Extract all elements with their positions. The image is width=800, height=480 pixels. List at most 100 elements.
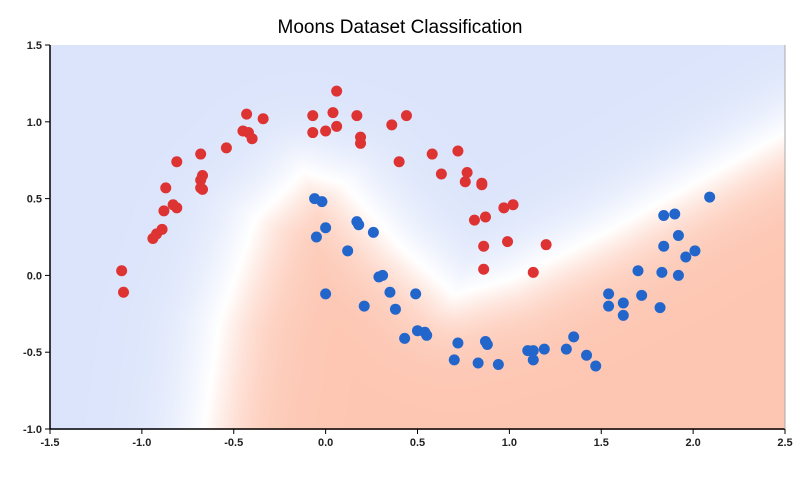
- data-point-class-1: [410, 288, 422, 300]
- data-point-class-1: [617, 297, 629, 309]
- data-point-class-1: [452, 337, 464, 349]
- data-point-class-1: [568, 331, 580, 343]
- data-point-class-0: [307, 127, 319, 139]
- data-point-class-0: [507, 199, 519, 211]
- data-point-class-1: [448, 354, 460, 366]
- data-point-class-0: [160, 182, 172, 194]
- x-tick-label: 2.5: [777, 437, 792, 449]
- data-point-class-1: [384, 286, 396, 298]
- data-point-class-1: [632, 265, 644, 277]
- data-point-class-1: [538, 343, 550, 355]
- data-point-class-0: [331, 120, 343, 132]
- data-point-class-0: [156, 223, 168, 235]
- data-point-class-1: [342, 245, 354, 257]
- data-point-class-0: [355, 137, 367, 149]
- data-point-class-1: [399, 332, 411, 344]
- data-point-class-1: [527, 354, 539, 366]
- data-point-class-0: [307, 110, 319, 122]
- data-point-class-0: [327, 107, 339, 119]
- data-point-class-0: [320, 125, 332, 137]
- data-point-class-0: [452, 145, 464, 157]
- data-point-class-0: [246, 133, 258, 145]
- data-point-class-0: [502, 236, 514, 248]
- data-point-class-1: [603, 288, 615, 300]
- decision-region-background: [50, 45, 785, 430]
- data-point-class-1: [320, 288, 332, 300]
- data-point-class-1: [492, 358, 504, 370]
- data-point-class-1: [654, 302, 666, 314]
- y-tick-label: 0.0: [27, 270, 42, 282]
- x-tick-label: -0.5: [224, 437, 243, 449]
- x-tick-label: 2.0: [685, 437, 700, 449]
- data-point-class-0: [386, 119, 398, 131]
- data-point-class-0: [351, 110, 363, 122]
- data-point-class-0: [478, 240, 490, 252]
- data-point-class-1: [590, 360, 602, 372]
- data-point-class-0: [171, 156, 183, 168]
- data-point-class-1: [603, 300, 615, 312]
- data-point-class-0: [498, 202, 510, 214]
- data-point-class-1: [581, 349, 593, 361]
- data-point-class-0: [426, 148, 438, 160]
- data-point-class-1: [658, 209, 670, 221]
- data-point-class-0: [116, 265, 128, 277]
- x-tick-label: -1.0: [132, 437, 151, 449]
- data-point-class-0: [257, 113, 269, 125]
- x-tick-label: -1.5: [41, 437, 60, 449]
- data-point-class-0: [435, 168, 447, 180]
- data-point-class-0: [461, 166, 473, 178]
- x-tick-label: 0.5: [410, 437, 425, 449]
- data-point-class-1: [669, 208, 681, 220]
- data-point-class-1: [636, 289, 648, 301]
- data-point-class-1: [353, 219, 365, 231]
- data-point-class-0: [540, 239, 552, 251]
- data-point-class-0: [197, 170, 209, 182]
- data-point-class-1: [656, 266, 668, 278]
- data-point-class-1: [617, 309, 629, 321]
- data-point-class-0: [118, 286, 129, 298]
- data-point-class-1: [658, 240, 670, 252]
- data-point-class-0: [195, 148, 207, 160]
- data-point-class-1: [367, 226, 379, 238]
- data-point-class-0: [171, 202, 183, 214]
- y-tick-label: -1.0: [23, 424, 42, 436]
- data-point-class-0: [476, 179, 488, 191]
- data-point-class-1: [689, 245, 701, 257]
- data-point-class-0: [241, 108, 253, 120]
- data-point-class-1: [389, 303, 401, 315]
- data-point-class-0: [400, 110, 412, 122]
- data-point-class-1: [472, 357, 484, 369]
- data-point-class-1: [358, 300, 370, 312]
- data-point-class-0: [478, 263, 490, 275]
- data-point-class-0: [158, 205, 170, 217]
- y-tick-label: 0.5: [27, 194, 42, 206]
- data-point-class-1: [310, 231, 322, 243]
- data-point-class-1: [320, 222, 332, 234]
- data-point-class-1: [421, 329, 433, 341]
- chart-title: Moons Dataset Classification: [277, 17, 523, 38]
- data-point-class-1: [680, 251, 692, 263]
- data-point-class-1: [316, 196, 328, 208]
- data-point-class-0: [220, 142, 232, 154]
- data-point-class-1: [672, 229, 684, 241]
- data-point-class-0: [331, 85, 343, 97]
- data-point-class-0: [468, 214, 480, 226]
- data-point-class-0: [479, 211, 491, 223]
- data-point-class-1: [704, 191, 716, 203]
- data-point-class-1: [560, 343, 572, 355]
- x-tick-label: 0.0: [318, 437, 333, 449]
- x-tick-label: 1.0: [502, 437, 517, 449]
- data-point-class-0: [527, 266, 539, 278]
- y-tick-label: 1.5: [27, 40, 42, 52]
- data-point-class-0: [393, 156, 405, 168]
- x-tick-label: 1.5: [594, 437, 609, 449]
- y-tick-label: -0.5: [23, 347, 42, 359]
- data-point-class-0: [459, 176, 471, 188]
- data-point-class-1: [672, 269, 684, 281]
- data-point-class-1: [527, 345, 539, 357]
- data-point-class-0: [197, 183, 209, 195]
- data-point-class-1: [377, 269, 389, 281]
- data-point-class-1: [481, 339, 493, 351]
